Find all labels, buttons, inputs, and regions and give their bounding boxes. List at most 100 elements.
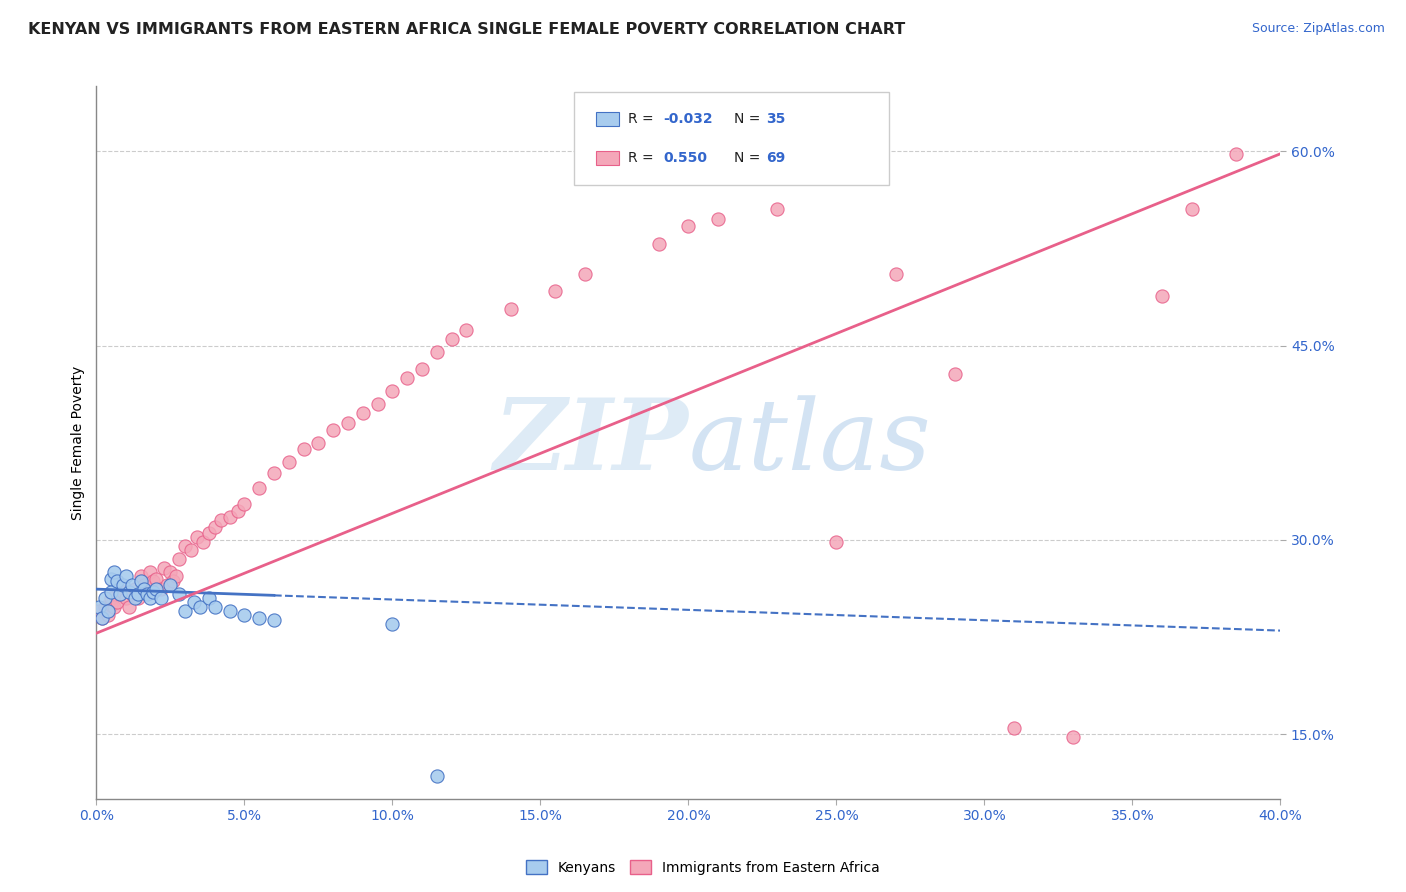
Point [292,442,315,457]
Point [105,595,128,609]
Text: R =: R = [628,112,658,126]
Point [135,584,157,599]
Text: atlas: atlas [689,395,931,491]
Point [766,202,789,217]
Point [94,600,117,615]
Point [165,569,187,583]
Point [105,574,128,589]
Point [150,582,173,596]
Point [426,769,449,783]
Point [111,584,134,599]
Point [218,509,240,524]
Point [108,587,131,601]
Point [94,591,117,606]
Text: KENYAN VS IMMIGRANTS FROM EASTERN AFRICA SINGLE FEMALE POVERTY CORRELATION CHART: KENYAN VS IMMIGRANTS FROM EASTERN AFRICA… [28,22,905,37]
Point [174,604,197,618]
Text: 69: 69 [766,151,786,165]
Point [124,582,146,596]
Point [233,497,256,511]
Text: Source: ZipAtlas.com: Source: ZipAtlas.com [1251,22,1385,36]
Point [118,600,141,615]
Point [132,578,155,592]
Point [121,587,143,601]
Point [277,455,299,469]
Point [127,587,149,601]
Point [204,600,226,615]
Text: 35: 35 [766,112,786,126]
Point [209,513,232,527]
Point [198,591,221,606]
Text: R =: R = [628,151,658,165]
Point [499,302,522,317]
Point [89,604,111,618]
Point [159,566,181,580]
Point [228,504,250,518]
Point [1150,289,1173,303]
Point [103,566,125,580]
Text: 0.550: 0.550 [664,151,707,165]
Point [336,417,359,431]
Point [142,574,165,589]
Point [91,610,114,624]
Point [574,267,596,281]
Point [456,323,478,337]
Point [97,608,120,623]
Point [188,600,211,615]
Text: ZIP: ZIP [494,394,689,491]
Point [381,384,404,398]
Point [1002,721,1025,735]
Point [884,267,907,281]
Point [167,552,190,566]
Point [100,572,122,586]
Point [218,604,240,618]
Point [263,466,285,480]
Point [132,582,155,596]
Point [129,574,152,589]
Point [115,569,138,583]
Point [138,566,160,580]
Point [247,481,270,495]
Point [1062,730,1084,744]
Point [307,435,329,450]
Text: -0.032: -0.032 [664,112,713,126]
Point [135,587,157,601]
Y-axis label: Single Female Poverty: Single Female Poverty [72,366,86,520]
Point [100,591,122,606]
Point [124,591,146,606]
Point [127,591,149,606]
Point [150,591,173,606]
Point [167,587,190,601]
Point [138,591,160,606]
Point [115,591,138,606]
Point [129,574,152,589]
Point [1225,146,1247,161]
Point [145,582,167,596]
Point [162,574,184,589]
Point [233,608,256,623]
Point [159,578,181,592]
Point [247,610,270,624]
Point [118,584,141,599]
Point [367,397,389,411]
Point [191,535,214,549]
Point [825,535,848,549]
Point [198,526,221,541]
Point [153,561,176,575]
Point [263,613,285,627]
Point [411,362,433,376]
Point [322,423,344,437]
Point [89,600,111,615]
Point [381,617,404,632]
Point [440,332,463,346]
Point [396,371,419,385]
Point [648,237,671,252]
Point [108,587,131,601]
Point [174,540,197,554]
Point [183,595,205,609]
Point [180,543,202,558]
Point [186,530,208,544]
Point [426,345,449,359]
Point [678,219,700,234]
Point [100,598,122,612]
Point [142,584,165,599]
